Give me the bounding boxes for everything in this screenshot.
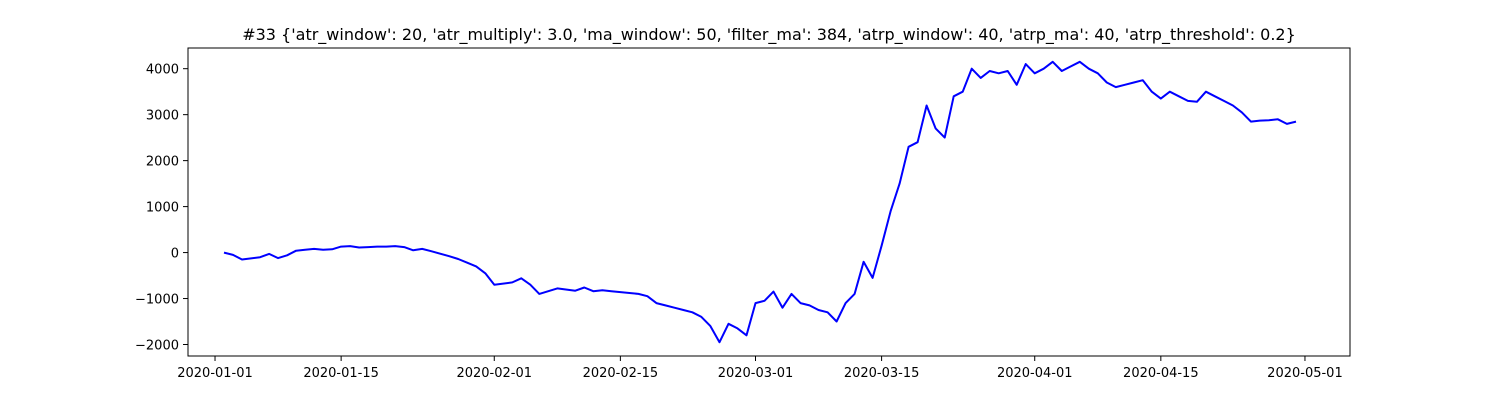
x-tick-label: 2020-03-01 <box>718 366 794 381</box>
y-tick-label: 4000 <box>146 63 179 78</box>
x-tick-label: 2020-02-15 <box>583 366 659 381</box>
y-tick-label: 2000 <box>146 155 179 170</box>
x-tick-label: 2020-01-01 <box>177 366 253 381</box>
chart-title: #33 {'atr_window': 20, 'atr_multiply': 3… <box>242 25 1296 45</box>
x-tick-label: 2020-03-15 <box>844 366 920 381</box>
series-line <box>223 60 1297 344</box>
y-tick-label: −1000 <box>135 293 179 308</box>
x-tick-label: 2020-05-01 <box>1267 366 1343 381</box>
y-tick-label: 1000 <box>146 201 179 216</box>
plot-frame <box>187 47 1351 357</box>
plot-area: 2020-01-01 2020-01-15 2020-02-01 2020-02-15… <box>135 60 1343 381</box>
x-tick-label: 2020-04-01 <box>997 366 1073 381</box>
y-tick-label: −2000 <box>135 339 179 354</box>
x-tick-label: 2020-01-15 <box>303 366 379 381</box>
x-tick-label: 2020-04-15 <box>1123 366 1199 381</box>
y-tick-label: 3000 <box>146 109 179 124</box>
y-tick-label: 0 <box>171 247 179 262</box>
x-tick-label: 2020-02-01 <box>456 366 532 381</box>
